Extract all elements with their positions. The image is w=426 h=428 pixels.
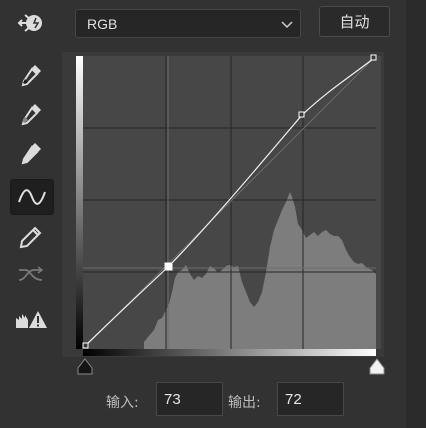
input-field[interactable]: 73 (156, 382, 223, 416)
channel-value: RGB (87, 16, 118, 32)
input-gradient-bar (83, 349, 376, 356)
channel-dropdown[interactable]: RGB (75, 9, 301, 38)
output-value: 72 (285, 391, 302, 408)
output-gradient-bar (76, 56, 83, 349)
curve-point-black[interactable] (82, 342, 89, 349)
curve-edit-points-tool[interactable] (10, 179, 54, 215)
output-label: 输出: (228, 395, 261, 411)
histogram (144, 192, 376, 349)
output-field[interactable]: 72 (277, 382, 344, 416)
pencil-draw-tool[interactable] (10, 220, 52, 254)
baseline-diagonal (82, 55, 377, 350)
auto-button[interactable]: 自动 (319, 6, 390, 37)
curve-edit-points-icon (18, 189, 46, 205)
adjust-on-image-icon (17, 14, 42, 32)
curves-graph[interactable] (62, 52, 384, 357)
gray-point-eyedropper-icon (21, 104, 41, 126)
gray-point-eyedropper-tool[interactable] (10, 97, 52, 131)
white-point-eyedropper-tool[interactable] (10, 136, 52, 170)
black-point-slider[interactable] (76, 358, 94, 376)
black-point-eyedropper-icon (21, 65, 41, 87)
white-point-slider[interactable] (368, 358, 386, 376)
pencil-draw-icon (19, 226, 42, 249)
input-label: 输入: (106, 395, 139, 411)
adjust-on-image-tool[interactable] (10, 6, 52, 40)
smooth-curve-tool[interactable] (10, 258, 52, 292)
chevron-down-icon (281, 21, 293, 29)
panel-scrollbar[interactable] (406, 0, 426, 428)
curve-point-white[interactable] (370, 54, 377, 61)
smooth-curve-icon (18, 266, 44, 281)
clipping-warning-tool[interactable] (10, 302, 52, 336)
black-point-eyedropper-tool[interactable] (10, 58, 52, 92)
clipping-warning-icon (16, 311, 47, 328)
input-value: 73 (164, 391, 181, 408)
curve-point-highlight[interactable] (298, 111, 305, 118)
white-point-eyedropper-icon (21, 143, 41, 165)
tone-curve[interactable] (85, 57, 375, 346)
curve-point-selected[interactable] (164, 262, 173, 271)
